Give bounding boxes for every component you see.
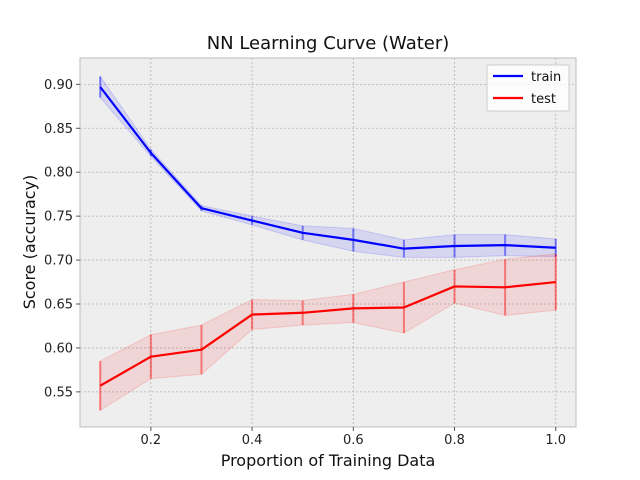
legend-label-test: test <box>531 92 556 107</box>
x-tick-label: 0.2 <box>141 433 162 448</box>
y-tick-label: 0.60 <box>44 341 73 356</box>
x-tick-label: 0.4 <box>242 433 263 448</box>
plot-background <box>80 58 576 427</box>
series-line-test <box>99 280 556 387</box>
grid-lines <box>80 58 576 427</box>
y-tick-label: 0.90 <box>44 78 73 93</box>
series-lines <box>99 86 556 387</box>
y-tick-label: 0.80 <box>44 166 73 181</box>
x-axis-label: Proportion of Training Data <box>221 451 436 470</box>
y-axis-label: Score (accuracy) <box>20 175 39 310</box>
y-tick-label: 0.75 <box>44 210 73 225</box>
x-tick-label: 1.0 <box>545 433 566 448</box>
y-tick-label: 0.55 <box>44 385 73 400</box>
error-band-test <box>99 253 557 412</box>
chart-title: NN Learning Curve (Water) <box>207 33 450 54</box>
x-axis-ticks: 0.2 0.4 0.6 0.8 1.0 <box>141 427 566 448</box>
series-line-train <box>99 86 556 250</box>
legend: train test <box>486 64 570 112</box>
y-tick-label: 0.70 <box>44 254 73 269</box>
plot-frame <box>79 57 577 428</box>
x-tick-label: 0.8 <box>444 433 465 448</box>
y-tick-label: 0.85 <box>44 122 73 137</box>
y-axis-ticks: 0.55 0.60 0.65 0.70 0.75 0.80 0.85 0.90 <box>44 78 80 400</box>
legend-label-train: train <box>531 70 561 85</box>
y-tick-label: 0.65 <box>44 298 73 313</box>
x-tick-label: 0.6 <box>343 433 364 448</box>
